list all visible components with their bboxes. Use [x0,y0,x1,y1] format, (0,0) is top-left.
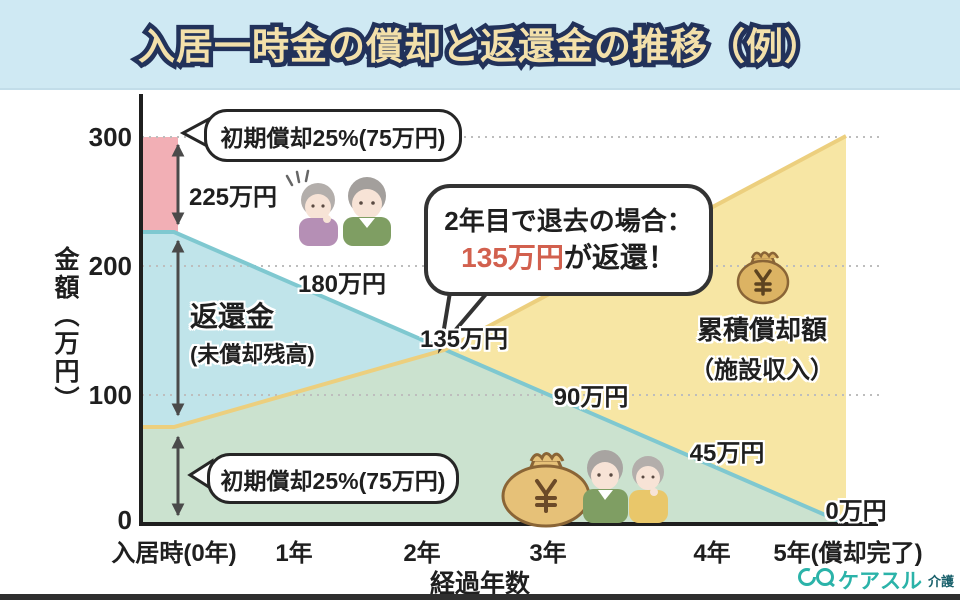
caresul-logo: ケアスル 介護 [838,565,954,595]
elderly-couple-bottom-icon [583,450,668,523]
page-title-outline: 入居一時金の償却と返還金の推移（例） [134,22,826,72]
x-tick-year2: 2年 [403,540,441,567]
x-tick-year3: 3年 [529,540,567,567]
page-title: 入居一時金の償却と返還金の推移（例） [138,26,822,67]
logo-suffix-text: 介護 [928,573,955,589]
point-label-0: 0万円 [825,498,887,525]
refund-area-label-title: 返還金 [190,301,275,332]
refund-line [142,230,847,526]
cumulative-area-label-sub: （施設収入） [690,357,834,384]
y-axis-title: 金額（万円） [51,246,79,414]
x-tick-year1: 1年 [275,540,313,567]
refund-area [142,232,444,427]
callout-line2: 135万円が返還！ [461,239,676,277]
money-bag-small-icon [736,251,790,305]
y-tick-100: 100 [88,380,132,410]
x-tick-year0: 入居時(0年) [111,540,237,567]
logo-brand-text: ケアスル [838,570,922,593]
y-tick-200: 200 [88,251,132,281]
point-label-225: 225万円 [188,184,278,211]
point-label-180: 180万円 [297,271,387,298]
caresul-logo-icon [798,568,835,588]
point-label-45: 45万円 [689,440,765,467]
refund-area-label: 返還金 (未償却残高) [190,295,315,369]
callout-rest: が返還！ [563,241,676,273]
x-axis-title: 経過年数 [429,570,531,598]
point-label-135: 135万円 [419,326,509,353]
y-tick-0: 0 [117,505,132,535]
elderly-couple-top-icon [285,169,391,246]
cumulative-area-label-title: 累積償却額 [696,315,827,345]
bottom-edge-bar [0,594,960,600]
callout-highlight: 135万円 [461,241,564,273]
initial-amortization-bubble-top-text: 初期償却25%(75万円) [220,124,446,151]
exit-refund-callout: 2年目で退去の場合： 135万円が返還！ [424,184,713,296]
initial-amortization-band [142,137,178,232]
x-tick-year5: 5年(償却完了) [773,540,923,567]
title-banner: 入居一時金の償却と返還金の推移（例） 入居一時金の償却と返還金の推移（例） [0,0,960,90]
cumulative-area [444,136,846,524]
point-label-90: 90万円 [553,384,629,411]
cumulative-area-label: 累積償却額 （施設収入） [690,310,834,385]
initial-amortization-bubble-top: 初期償却25%(75万円) [204,109,462,162]
axes [139,94,878,526]
money-bag-large-icon [501,452,591,528]
x-tick-year4: 4年 [693,540,731,567]
initial-amortization-bubble-bottom: 初期償却25%(75万円) [207,453,459,504]
y-tick-300: 300 [88,122,132,152]
callout-line1: 2年目で退去の場合： [444,205,693,236]
initial-amortization-bubble-bottom-text: 初期償却25%(75万円) [220,467,446,494]
refund-area-label-sub: (未償却残高) [190,342,315,367]
